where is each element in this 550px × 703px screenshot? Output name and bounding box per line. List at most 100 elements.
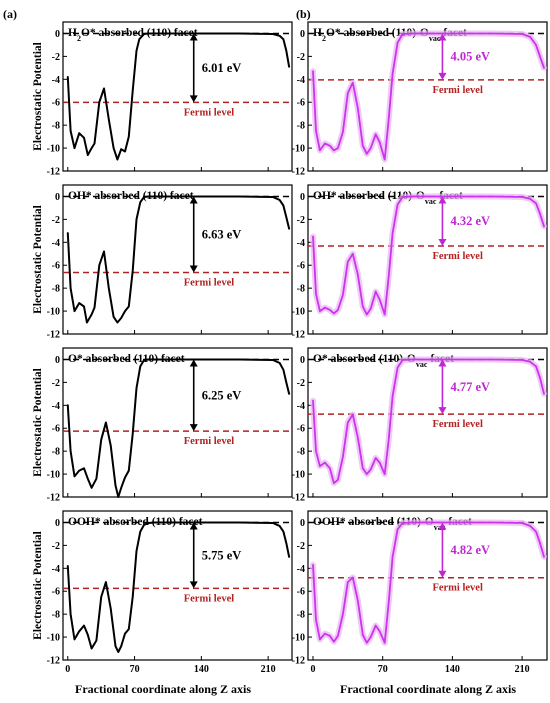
- panels-group: 0 -2 -4 -6 -8 -10 -12 Electrostatic Potential H2…: [32, 21, 548, 675]
- y-tick-label: -12: [47, 330, 60, 341]
- y-tick-label: -10: [292, 144, 305, 155]
- fermi-level-label: Fermi level: [184, 593, 235, 604]
- y-tick-label: 0: [300, 29, 305, 40]
- plot-frame: [307, 184, 548, 335]
- y-tick-label: -4: [297, 564, 305, 575]
- panel-2-1: 0-2-4-6-8-10-12O* absorbed (110)-Ovac fa…: [292, 347, 548, 504]
- gap-arrow-head-bottom: [189, 265, 198, 273]
- y-tick-label: 0: [300, 518, 305, 529]
- y-tick-label: -12: [292, 656, 305, 667]
- gap-arrow-head-bottom: [189, 95, 198, 103]
- fermi-level-label: Fermi level: [184, 107, 235, 118]
- y-tick-label: -2: [297, 52, 305, 63]
- plot-frame: [62, 21, 293, 172]
- fermi-level-label: Fermi level: [432, 419, 483, 430]
- y-tick-label: -2: [52, 541, 60, 552]
- potential-curve: [66, 358, 291, 498]
- x-axis-label-b: Fractional coordinate along Z axis: [340, 682, 516, 696]
- y-tick-label: -4: [297, 75, 305, 86]
- y-axis-label: Electrostatic Potential: [32, 42, 44, 151]
- gap-value-label: 6.25 eV: [202, 388, 242, 402]
- gap-value-label: 5.75 eV: [202, 548, 242, 562]
- x-tick-label: 70: [130, 664, 140, 675]
- plot-frame: [62, 184, 293, 335]
- gap-arrow-head-top: [438, 522, 447, 530]
- y-tick-label: -8: [297, 610, 305, 621]
- y-tick-label: 0: [300, 192, 305, 203]
- potential-curve: [312, 32, 545, 161]
- potential-curve: [312, 521, 545, 644]
- gap-arrow-head-bottom: [438, 238, 447, 246]
- gap-arrow-head-bottom: [438, 570, 447, 578]
- plot-frame: [307, 347, 548, 498]
- x-tick-label: 210: [261, 664, 276, 675]
- gap-arrow-head-bottom: [438, 72, 447, 80]
- y-tick-label: -6: [297, 98, 305, 109]
- column-label-b: (b): [296, 7, 311, 21]
- fermi-level-label: Fermi level: [432, 583, 483, 594]
- y-tick-label: 0: [55, 518, 60, 529]
- y-tick-label: -8: [52, 610, 60, 621]
- y-tick-label: -10: [292, 633, 305, 644]
- x-tick-label: 0: [310, 664, 315, 675]
- plot-frame: [62, 510, 293, 661]
- y-axis-label: Electrostatic Potential: [32, 531, 44, 640]
- panel-title: OH* absorbed (110) facet: [68, 190, 194, 202]
- y-tick-label: 0: [55, 29, 60, 40]
- y-tick-label: -6: [52, 424, 60, 435]
- panel-3-0: 0 -2 -4 -6 -8 -10 -12 0 70 140 210 Electrostatic Po…: [32, 510, 293, 675]
- gap-value-label: 4.77 eV: [450, 380, 490, 394]
- gap-arrow-head-top: [438, 359, 447, 367]
- y-tick-label: -2: [52, 215, 60, 226]
- y-tick-label: -10: [47, 307, 60, 318]
- y-tick-label: -12: [292, 167, 305, 178]
- column-label-a: (a): [3, 7, 17, 21]
- panel-title: H2O* absorbed (110) facet: [68, 27, 198, 43]
- y-tick-label: -12: [292, 493, 305, 504]
- x-tick-label: 0: [65, 664, 70, 675]
- x-tick-label: 70: [378, 664, 388, 675]
- y-axis-label: Electrostatic Potential: [32, 368, 44, 477]
- gap-arrow-head-top: [189, 359, 198, 367]
- panel-1-0: 0 -2 -4 -6 -8 -10 -12 Electrostatic Potential OH…: [32, 184, 293, 341]
- x-tick-label: 210: [515, 664, 530, 675]
- y-tick-label: -4: [297, 401, 305, 412]
- y-tick-label: -6: [52, 261, 60, 272]
- y-tick-label: -2: [297, 541, 305, 552]
- x-tick-label: 140: [194, 664, 209, 675]
- gap-arrow-head-bottom: [189, 424, 198, 432]
- y-tick-label: -8: [52, 121, 60, 132]
- y-tick-label: -6: [297, 424, 305, 435]
- potential-curve: [312, 358, 545, 485]
- y-tick-label: -8: [297, 447, 305, 458]
- fermi-level-label: Fermi level: [432, 251, 483, 262]
- gap-arrow-head-top: [189, 522, 198, 530]
- potential-curve: [66, 32, 291, 161]
- y-tick-label: -2: [297, 378, 305, 389]
- gap-arrow-head-bottom: [438, 407, 447, 415]
- gap-arrow-head-top: [438, 33, 447, 41]
- gap-value-label: 4.05 eV: [450, 50, 490, 64]
- y-tick-label: -8: [297, 284, 305, 295]
- y-tick-label: -10: [47, 144, 60, 155]
- y-tick-label: 0: [55, 355, 60, 366]
- y-tick-label: -10: [47, 633, 60, 644]
- fermi-level-label: Fermi level: [184, 277, 235, 288]
- y-tick-label: -10: [292, 307, 305, 318]
- gap-value-label: 6.01 eV: [202, 61, 242, 75]
- x-tick-label: 140: [445, 664, 460, 675]
- potential-curve: [312, 195, 545, 316]
- y-tick-label: -12: [292, 330, 305, 341]
- y-tick-label: -6: [297, 261, 305, 272]
- y-tick-label: -10: [292, 470, 305, 481]
- y-tick-label: -2: [52, 378, 60, 389]
- gap-value-label: 4.32 eV: [450, 214, 490, 228]
- gap-arrow-head-top: [438, 196, 447, 204]
- panel-0-0: 0 -2 -4 -6 -8 -10 -12 Electrostatic Potential H2…: [32, 21, 293, 178]
- y-tick-label: -4: [297, 238, 305, 249]
- potential-curve-glow: [310, 193, 547, 318]
